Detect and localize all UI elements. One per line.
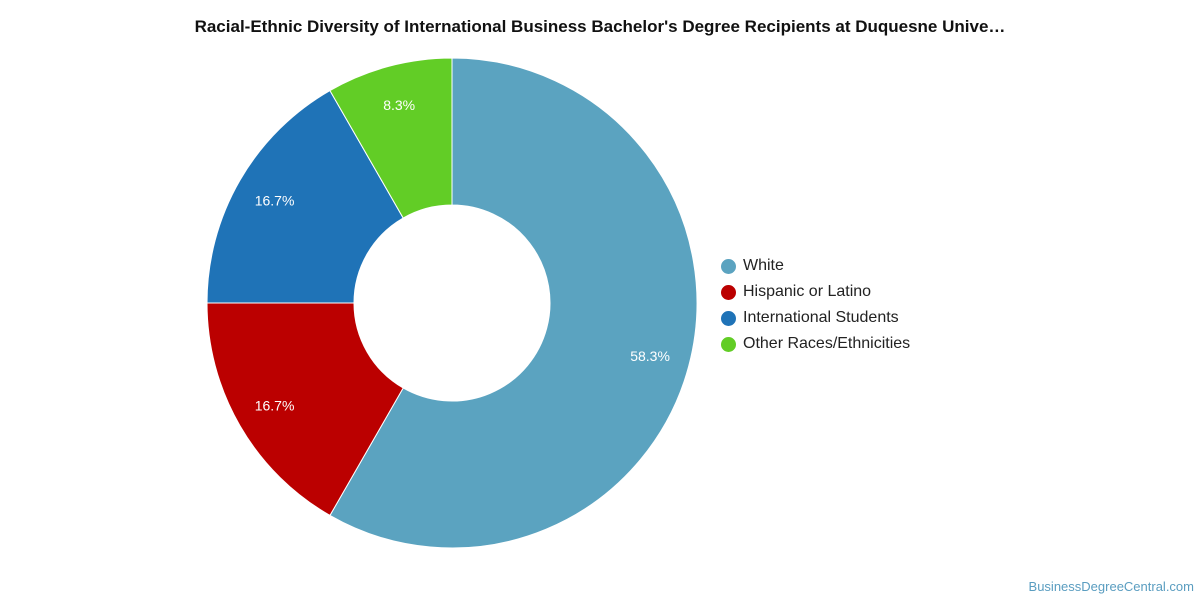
watermark[interactable]: BusinessDegreeCentral.com (1028, 579, 1194, 594)
slice-label-hispanic-or-latino: 16.7% (255, 398, 295, 414)
legend-swatch (721, 258, 736, 274)
legend-item-hispanic-or-latino[interactable]: Hispanic or Latino (721, 279, 910, 305)
slice-label-white: 58.3% (630, 348, 670, 364)
legend-label: Other Races/Ethnicities (743, 335, 911, 352)
legend-item-white[interactable]: White (721, 253, 910, 279)
slice-labels-group: 58.3% 16.7% 16.7% 8.3% (255, 97, 670, 414)
slice-international-students[interactable] (206, 89, 404, 304)
legend-label: Hispanic or Latino (743, 283, 872, 300)
slice-label-other-races-ethnicities: 8.3% (383, 97, 415, 113)
legend-label: International Students (743, 309, 899, 326)
legend-item-international-students[interactable]: International Students (721, 305, 910, 331)
legend: White Hispanic or Latino International Stu… (721, 253, 910, 357)
chart-title: Racial-Ethnic Diversity of International… (194, 17, 1006, 36)
legend-swatch (721, 284, 736, 300)
slice-hispanic-or-latino[interactable] (206, 302, 404, 517)
legend-item-other-races-ethnicities[interactable]: Other Races/Ethnicities (721, 331, 910, 357)
legend-swatch (721, 336, 736, 352)
slice-white[interactable] (329, 57, 698, 549)
legend-swatch (721, 310, 736, 326)
slice-other-races-ethnicities[interactable] (329, 57, 453, 219)
legend-label: White (743, 257, 784, 274)
slices-group (206, 57, 698, 549)
slice-label-international-students: 16.7% (255, 192, 295, 208)
